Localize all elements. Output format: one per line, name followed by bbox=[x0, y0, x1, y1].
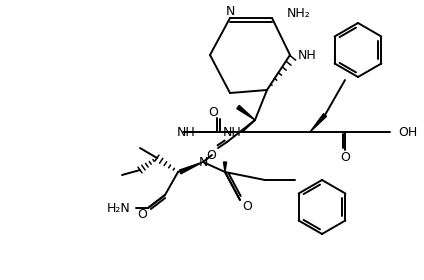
Polygon shape bbox=[223, 162, 226, 172]
Text: O: O bbox=[137, 209, 147, 221]
Text: NH: NH bbox=[177, 125, 196, 139]
Polygon shape bbox=[179, 162, 203, 174]
Text: O: O bbox=[208, 106, 218, 118]
Text: NH: NH bbox=[298, 48, 317, 62]
Polygon shape bbox=[310, 114, 326, 132]
Text: O: O bbox=[206, 148, 216, 162]
Text: NH₂: NH₂ bbox=[287, 6, 311, 20]
Text: N: N bbox=[225, 4, 235, 18]
Text: NH: NH bbox=[223, 125, 242, 139]
Text: N: N bbox=[198, 155, 208, 169]
Polygon shape bbox=[237, 105, 255, 120]
Text: O: O bbox=[242, 200, 252, 214]
Text: H₂N: H₂N bbox=[106, 202, 130, 214]
Text: O: O bbox=[340, 151, 350, 164]
Text: OH: OH bbox=[398, 125, 417, 139]
